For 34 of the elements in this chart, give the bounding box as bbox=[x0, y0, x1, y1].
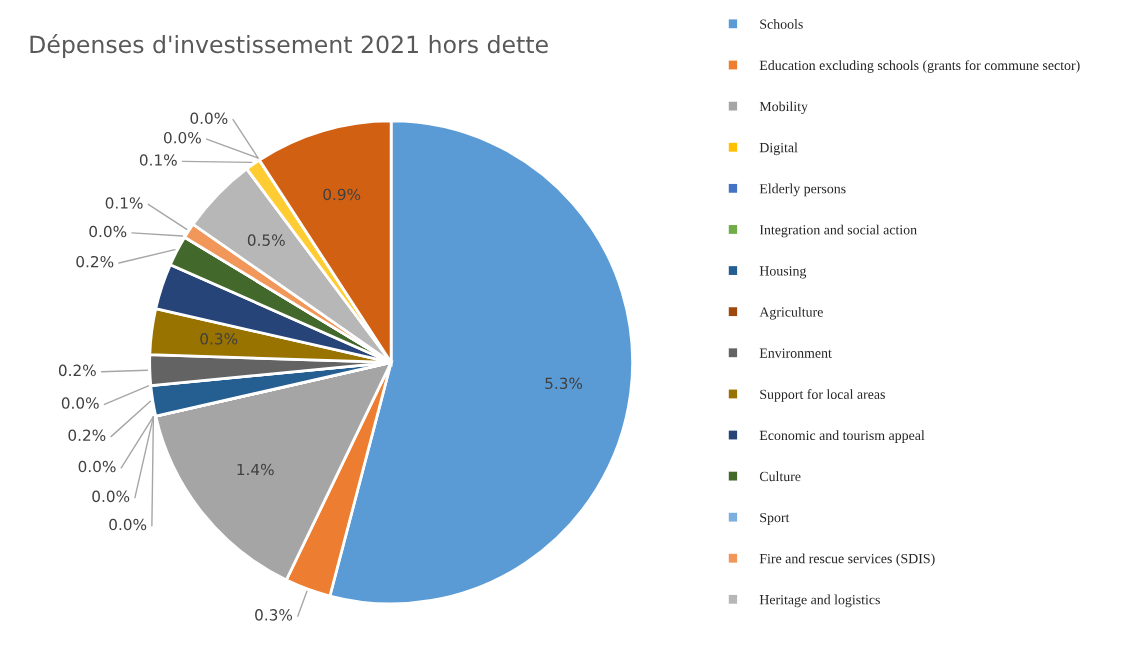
data-label: 0.1% bbox=[105, 197, 143, 209]
data-label: 0.2% bbox=[58, 364, 96, 377]
text: 0.0% bbox=[92, 490, 130, 503]
data-label: 1.4% bbox=[237, 463, 274, 476]
text: Dépenses d'investissement 2021 hors dette bbox=[30, 34, 548, 58]
legend-label: Digital bbox=[759, 142, 798, 156]
legend-label: Elderly persons bbox=[759, 183, 846, 197]
data-label: 0.3% bbox=[255, 609, 293, 621]
data-label: 0.2% bbox=[76, 255, 114, 268]
text: 0.0% bbox=[109, 518, 147, 531]
legend-label: Integration and social action bbox=[759, 224, 917, 238]
data-label: 0.1% bbox=[139, 154, 177, 166]
legend-label: Culture bbox=[759, 471, 801, 482]
data-label: 0.3% bbox=[200, 333, 238, 345]
legend-label: Fire and rescue services (SDIS) bbox=[759, 553, 935, 567]
legend-label: Mobility bbox=[759, 101, 808, 115]
text: 0.0% bbox=[190, 112, 228, 125]
legend-label: Environment bbox=[759, 348, 832, 358]
legend-label: Agriculture bbox=[759, 306, 823, 320]
legend-label: Education excluding schools (grants for commune sector) bbox=[759, 60, 1080, 73]
legend-label: Heritage and logistics bbox=[759, 594, 880, 608]
data-label: 0.2% bbox=[68, 429, 106, 442]
data-label: 0.9% bbox=[323, 188, 361, 201]
text: 0.0% bbox=[61, 397, 99, 409]
legend-label: Economic and tourism appeal bbox=[759, 430, 925, 443]
text: 0.0% bbox=[89, 225, 127, 238]
data-label: 5.3% bbox=[545, 377, 583, 390]
text: 0.0% bbox=[78, 460, 116, 473]
data-label: 0.5% bbox=[247, 234, 285, 246]
legend-label: Support for local areas bbox=[760, 389, 885, 402]
text: 0.0% bbox=[163, 131, 201, 144]
legend-label: Sport bbox=[760, 512, 790, 526]
legend-label: Housing bbox=[759, 266, 807, 279]
legend-label: Schools bbox=[760, 19, 803, 29]
